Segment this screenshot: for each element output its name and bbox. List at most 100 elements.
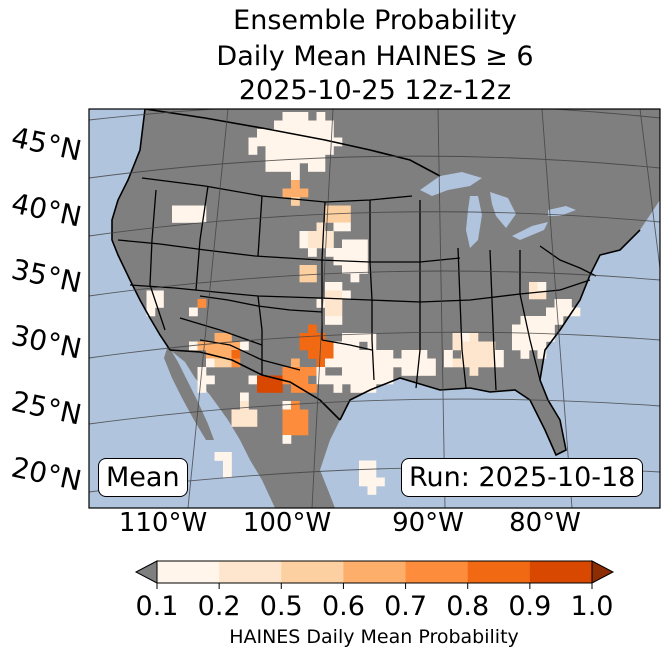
probability-cell	[248, 418, 258, 427]
probability-cell	[325, 239, 334, 249]
probability-cell	[308, 248, 317, 257]
probability-cell	[452, 341, 462, 351]
colorbar-segment	[405, 561, 469, 583]
probability-cell	[274, 154, 283, 164]
probability-cell	[520, 316, 530, 325]
probability-cell	[282, 137, 292, 147]
title-line-2: Daily Mean HAINES ≥ 6	[216, 41, 534, 72]
probability-cell	[563, 307, 572, 317]
probability-cell	[350, 350, 360, 359]
probability-cell	[299, 231, 309, 240]
probability-cell	[291, 137, 300, 147]
probability-cell	[240, 392, 249, 402]
probability-cell	[367, 375, 377, 385]
probability-cell	[282, 435, 292, 444]
probability-cell	[299, 341, 309, 351]
probability-cell	[299, 409, 309, 419]
probability-cell	[308, 367, 317, 376]
probability-cell	[265, 137, 275, 147]
colorbar-tick-label: 0.9	[508, 591, 551, 622]
probability-cell	[291, 367, 300, 376]
probability-cell	[325, 307, 334, 317]
title-line-3: 2025-10-25 12z-12z	[238, 75, 512, 106]
probability-cell	[554, 316, 564, 325]
probability-cell	[350, 248, 360, 257]
probability-cell	[325, 350, 334, 359]
probability-cell	[359, 477, 368, 487]
probability-cell	[478, 358, 487, 368]
probability-cell	[350, 273, 360, 283]
probability-cell	[299, 146, 309, 155]
probability-cell	[282, 409, 292, 419]
lat-label-40: 40°N	[9, 187, 85, 234]
colorbar-under-arrow	[134, 560, 158, 584]
probability-cell	[299, 273, 309, 283]
run-date-label: Run: 2025-10-18	[401, 458, 644, 497]
probability-cell	[427, 367, 436, 376]
probability-cell	[316, 350, 326, 359]
probability-cell	[376, 358, 385, 368]
probability-cell	[214, 358, 224, 368]
probability-cell	[461, 333, 470, 342]
probability-cell	[308, 273, 317, 283]
probability-cell	[478, 350, 487, 359]
probability-cell	[342, 248, 351, 257]
colorbar-frame	[156, 560, 593, 584]
probability-cell	[342, 265, 351, 274]
probability-cell	[282, 163, 292, 172]
probability-cell	[418, 358, 428, 368]
probability-cell	[461, 350, 470, 359]
probability-cell	[257, 384, 266, 393]
probability-cell	[469, 350, 479, 359]
probability-cell	[308, 231, 317, 240]
probability-cell	[537, 341, 547, 351]
graticule	[89, 109, 660, 508]
probability-cell	[240, 341, 249, 351]
probability-cell	[265, 163, 275, 172]
probability-cell	[282, 401, 292, 410]
probability-cell	[333, 384, 343, 393]
probability-cell	[299, 384, 309, 393]
probability-cell	[529, 290, 538, 300]
probability-cell	[316, 358, 326, 368]
probability-cell	[384, 350, 394, 359]
probability-cell	[308, 137, 317, 147]
probability-cell	[325, 120, 334, 130]
probability-cell	[359, 333, 368, 342]
probability-cell	[257, 137, 266, 147]
probability-cell	[359, 375, 368, 385]
probability-cell	[325, 341, 334, 351]
probability-cell	[299, 333, 309, 342]
probability-cell	[291, 188, 300, 198]
lake-huron	[490, 192, 516, 228]
colorbar-tick-label: 0.5	[260, 591, 303, 622]
probability-cell	[325, 231, 334, 240]
probability-cell	[299, 418, 309, 427]
probability-cell	[342, 375, 351, 385]
probability-cell	[359, 460, 368, 470]
probability-cell	[206, 341, 215, 351]
probability-cell	[291, 418, 300, 427]
probability-cell	[461, 341, 470, 351]
probability-cell	[299, 265, 309, 274]
probability-cell	[359, 358, 368, 368]
probability-cell	[282, 188, 292, 198]
probability-cell	[350, 384, 360, 393]
probability-cell	[316, 112, 326, 121]
baja-peninsula	[164, 345, 214, 440]
probability-cell	[384, 375, 394, 385]
probability-cell	[546, 307, 555, 317]
probability-cell	[248, 409, 258, 419]
probability-cell	[197, 375, 207, 385]
probability-cell	[155, 299, 164, 308]
probability-cell	[223, 469, 232, 478]
probability-cell	[223, 358, 232, 368]
probability-cell	[367, 367, 377, 376]
probability-cell	[486, 341, 496, 351]
lat-label-25: 25°N	[9, 385, 85, 432]
probability-cell	[316, 154, 326, 164]
probability-cell	[197, 205, 207, 215]
probability-cell	[308, 163, 317, 172]
probability-cell	[333, 375, 343, 385]
probability-cell	[350, 367, 360, 376]
